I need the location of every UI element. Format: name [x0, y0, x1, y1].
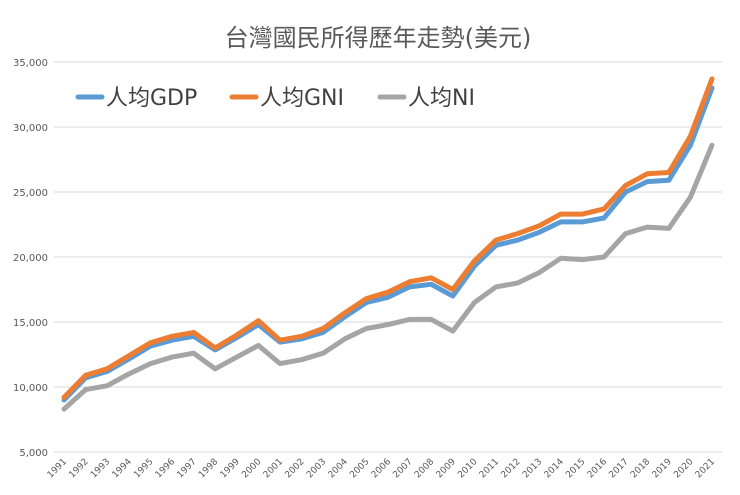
y-tick-label: 20,000	[13, 253, 48, 264]
y-tick-label: 5,000	[19, 448, 48, 459]
x-tick-label: 2016	[586, 457, 609, 480]
x-tick-label: 2008	[413, 457, 436, 480]
x-tick-label: 2012	[499, 457, 522, 480]
x-tick-label: 1993	[89, 457, 112, 480]
x-tick-label: 2003	[305, 457, 328, 480]
x-tick-label: 1992	[67, 457, 90, 480]
x-tick-label: 2001	[262, 457, 285, 480]
x-tick-label: 2009	[435, 457, 458, 480]
x-tick-label: 1997	[175, 457, 198, 480]
series-line-3	[61, 142, 715, 412]
y-tick-label: 15,000	[13, 318, 48, 329]
x-tick-label: 1994	[111, 457, 134, 480]
legend: 人均GDP 人均GNI 人均NI	[75, 86, 475, 111]
x-tick-label: 2005	[348, 457, 371, 480]
x-tick-label: 1991	[46, 457, 69, 480]
x-tick-label: 2021	[694, 457, 717, 480]
legend-label-3: 人均NI	[408, 86, 475, 111]
x-tick-label: 2013	[521, 457, 544, 480]
x-tick-label: 1996	[154, 457, 177, 480]
x-tick-label: 2019	[651, 457, 674, 480]
x-tick-label: 2004	[327, 457, 350, 480]
x-tick-label: 2018	[629, 457, 652, 480]
series-lines	[61, 76, 715, 412]
chart-title: 台灣國民所得歷年走勢(美元)	[225, 24, 532, 52]
y-tick-label: 25,000	[13, 188, 48, 199]
gridlines	[54, 61, 722, 453]
legend-label-1: 人均GDP	[106, 86, 197, 111]
series-line-2	[61, 76, 715, 400]
x-tick-label: 1995	[132, 457, 155, 480]
y-tick-label: 10,000	[13, 383, 48, 394]
y-axis-ticks: 5,000 10,000 15,000 20,000 25,000 30,000 35,00…	[13, 58, 48, 459]
y-tick-label: 30,000	[13, 123, 48, 134]
x-tick-label: 2020	[672, 457, 695, 480]
x-tick-label: 2006	[370, 457, 393, 480]
x-axis-ticks: 1991199219931994199519961997199819992000…	[46, 457, 717, 480]
x-tick-label: 2015	[564, 457, 587, 480]
x-tick-label: 2000	[240, 457, 263, 480]
x-tick-label: 2010	[456, 457, 479, 480]
series-line-1	[61, 85, 715, 403]
y-tick-label: 35,000	[13, 58, 48, 69]
x-tick-label: 2011	[478, 457, 501, 480]
x-tick-label: 2014	[543, 457, 566, 480]
legend-label-2: 人均GNI	[260, 86, 344, 111]
x-tick-label: 2002	[283, 457, 306, 480]
x-tick-label: 1998	[197, 457, 220, 480]
x-tick-label: 2007	[391, 457, 414, 480]
x-tick-label: 2017	[607, 457, 630, 480]
x-tick-label: 1999	[219, 457, 242, 480]
